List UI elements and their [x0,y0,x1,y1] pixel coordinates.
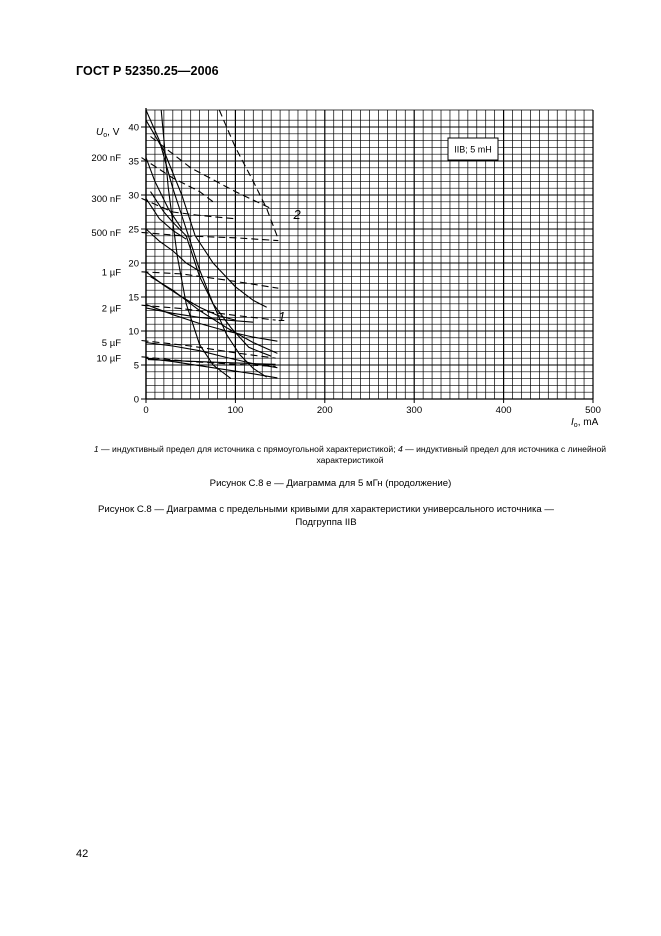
x-axis-label-sub: o [574,422,578,429]
grid [145,110,594,400]
limit-curve-solid [145,157,183,230]
limit-curve-dashed [150,136,272,210]
y-axis-label: Uo, V [96,127,120,139]
x-tick-label: 100 [227,405,243,416]
limit-curve-dashed [141,339,276,359]
document-header: ГОСТ Р 52350.25—2006 [76,64,219,78]
capacitance-label: 300 nF [91,194,121,205]
limit-curve-solid [145,357,278,379]
figure-legend: 1 — индуктивный предел для источника с п… [80,444,620,466]
capacitance-label: 500 nF [91,228,121,239]
limit-curve-solid [147,359,276,365]
y-tick-label: 20 [128,259,139,270]
limit-curve-solid [145,198,187,240]
x-tick-label: 400 [496,405,512,416]
y-tick-label: 10 [128,327,139,338]
limit-curve-solid [145,303,278,342]
legend-4-number: 4 [397,444,403,454]
annotation-box-frame [447,137,499,161]
y-axis-label-unit: , V [107,127,120,138]
y-tick-label: 35 [128,157,139,168]
figure-subtitle: Рисунок С.8 е — Диаграмма для 5 мГн (про… [209,478,452,489]
curve-label: 2 [293,207,302,222]
capacitance-label: 5 µF [102,338,121,349]
limit-curve-solid [150,191,272,357]
y-tick-label: 30 [128,191,139,202]
capacitance-label: 200 nF [91,153,121,164]
y-tick-label: 0 [134,395,139,406]
limit-curve-dashed [218,109,279,240]
legend-4-text: — индуктивный предел для источника с лин… [316,444,607,465]
page-number: 42 [76,848,89,860]
y-tick-label: 15 [128,293,139,304]
limit-curve-solid [145,342,278,369]
y-axis-label-main: U [96,127,104,138]
series-group [141,109,279,380]
limit-curve-dashed [141,271,279,289]
x-tick-label: 200 [317,405,333,416]
x-axis-label: Io, mA [571,417,599,429]
x-tick-label: 0 [143,405,148,416]
legend-1-number: 1 [93,444,99,454]
limit-curve-solid [145,119,267,308]
x-tick-label: 300 [406,405,422,416]
limit-curve-dashed [141,356,276,367]
limit-curve-dashed [141,197,236,220]
x-tick-label: 500 [585,405,601,416]
limit-curve-solid [150,276,278,354]
limit-curve-dashed [141,231,279,242]
capacitance-label: 1 µF [102,267,121,278]
x-axis-label-main: I [571,417,574,428]
legend-1-text: — индуктивный предел для источника с пря… [98,444,398,454]
x-axis-label-unit: , mA [578,417,599,428]
y-tick-label: 25 [128,225,139,236]
y-axis-label-sub: o [103,132,107,139]
limit-curve-solid [160,109,232,380]
curve-label: 1 [278,309,285,324]
annotation-box-text: IIB; 5 mH [454,145,492,155]
annotation-box: IIB; 5 mH [447,137,499,161]
figure-title: Рисунок С.8 — Диаграмма с предельными кр… [97,504,555,528]
y-tick-label: 40 [128,123,139,134]
y-tick-label: 5 [134,361,139,372]
limit-curve-dashed [141,304,276,321]
limit-curve-solid [145,228,200,272]
capacitance-label: 10 µF [97,354,122,365]
capacitance-label: 2 µF [102,303,121,314]
